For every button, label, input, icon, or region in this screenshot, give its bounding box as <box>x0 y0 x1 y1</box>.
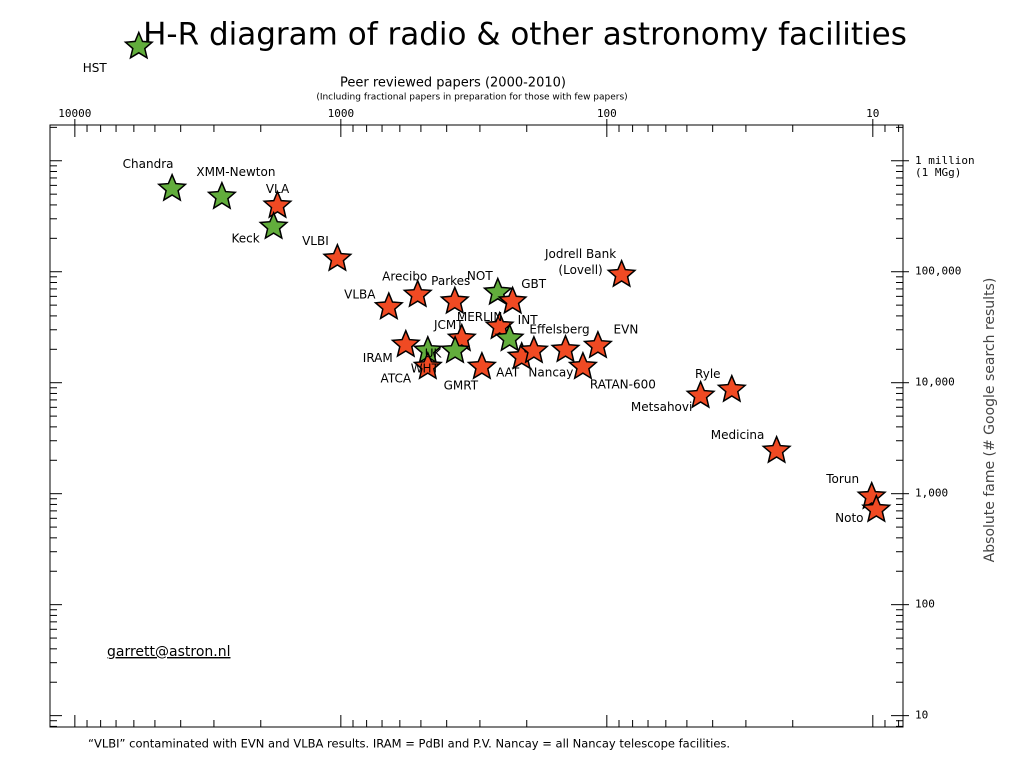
point-label: EVN <box>614 322 639 336</box>
point-label: INT <box>518 313 539 327</box>
y-tick-label: 100,000 <box>915 265 961 278</box>
point-label: Metsahovi <box>631 400 692 414</box>
point-label: JCMT <box>433 318 464 332</box>
star-marker <box>567 350 599 380</box>
point-label: Arecibo <box>382 269 427 283</box>
point-label: ATCA <box>381 371 412 385</box>
star-marker <box>716 373 747 403</box>
star-marker <box>123 30 154 60</box>
star-marker <box>390 328 421 358</box>
y-axis-label: Absolute fame (# Google search results) <box>982 278 998 563</box>
point-label: Torun <box>825 472 859 486</box>
star-marker <box>439 285 470 315</box>
y-tick-label: 10,000 <box>915 376 955 389</box>
star-marker <box>861 493 892 523</box>
plot-frame <box>49 124 904 728</box>
point-label: Effelsberg <box>529 322 589 336</box>
footnote: “VLBI” contaminated with EVN and VLBA re… <box>88 737 730 751</box>
point-label: AAT <box>496 365 520 379</box>
y-tick-label: 10 <box>915 709 928 722</box>
star-marker <box>322 242 353 272</box>
point-label: VLBI <box>302 234 329 248</box>
star-marker <box>262 189 293 219</box>
point-label: XMM-Newton <box>196 165 275 179</box>
star-marker <box>412 350 443 380</box>
point-label: Parkes <box>431 274 470 288</box>
x-axis-sublabel: (Including fractional papers in preparat… <box>316 93 627 103</box>
star-marker <box>582 329 614 359</box>
star-marker <box>761 434 792 464</box>
star-marker <box>206 180 238 210</box>
star-marker <box>373 291 404 320</box>
star-marker <box>258 210 289 240</box>
point-label: VLA <box>266 182 290 196</box>
star-marker <box>494 322 525 352</box>
x-tick-label: 100 <box>597 107 617 120</box>
point-label: HST <box>83 61 108 75</box>
point-label: VLBA <box>344 288 376 302</box>
point-label: UK <box>425 346 443 360</box>
y-tick-label: 1 million <box>915 154 975 167</box>
x-tick-label: 10 <box>866 107 879 120</box>
point-label: MERLIN <box>457 310 502 324</box>
y-tick-label: 1,000 <box>915 487 948 500</box>
point-label: RATAN-600 <box>590 377 656 391</box>
point-label: Keck <box>231 231 259 245</box>
point-label: GBT <box>521 277 547 291</box>
star-marker <box>606 258 637 288</box>
star-marker <box>156 172 188 202</box>
star-marker <box>550 333 581 363</box>
star-marker <box>685 379 716 409</box>
y-tick-label: 100 <box>915 598 935 611</box>
point-label: (Lovell) <box>558 263 602 277</box>
point-label: Ryle <box>695 367 721 381</box>
star-marker <box>518 334 550 364</box>
x-tick-label: 1000 <box>328 107 355 120</box>
x-axis-label: Peer reviewed papers (2000-2010) <box>340 76 566 91</box>
point-label: IRAM <box>363 351 393 365</box>
point-label: Nancay <box>528 365 573 379</box>
point-label: GMRT <box>444 378 479 392</box>
star-marker <box>497 285 528 315</box>
chart-title: H-R diagram of radio & other astronomy f… <box>143 17 907 53</box>
y-tick-note: (1 MGg) <box>915 166 961 179</box>
star-marker <box>439 334 471 364</box>
point-label: NOT <box>467 269 493 283</box>
star-marker <box>402 278 433 308</box>
x-tick-label: 10000 <box>58 107 91 120</box>
point-label: Chandra <box>123 157 174 171</box>
point-label: WHT <box>411 361 440 375</box>
star-marker <box>466 350 498 380</box>
email: garrett@astron.nl <box>107 644 230 660</box>
point-label: Jodrell Bank <box>544 247 616 261</box>
point-label: Noto <box>835 511 863 525</box>
point-label: Medicina <box>711 428 765 442</box>
